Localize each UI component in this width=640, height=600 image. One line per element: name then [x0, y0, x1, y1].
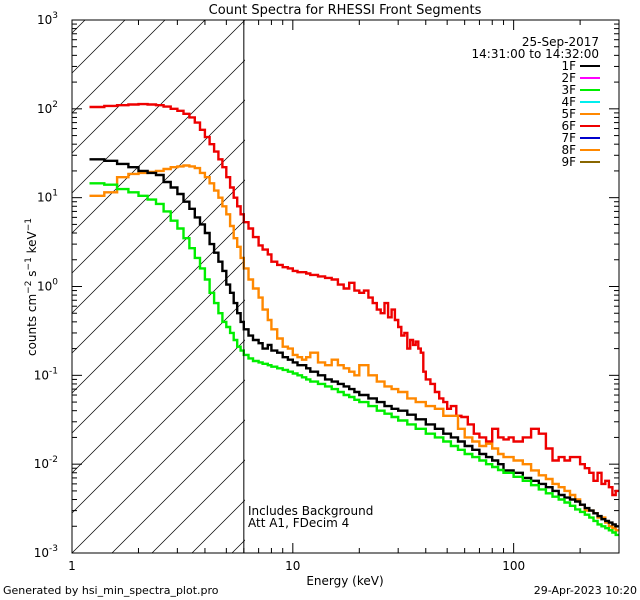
- hatch-line: [72, 259, 245, 434]
- series-layer: [89, 102, 619, 537]
- series-8F: [89, 164, 619, 532]
- hatch-line: [231, 539, 245, 553]
- hatch-line: [72, 379, 245, 553]
- series-6F: [89, 102, 619, 497]
- y-axis-label: counts cm−2 s−1 keV−1: [24, 218, 39, 356]
- y-tick-label: 100: [37, 278, 58, 294]
- hatch-line: [72, 99, 245, 274]
- legend-label: 6F: [561, 119, 576, 133]
- plot-frame: [71, 19, 620, 554]
- y-tick-label: 10-1: [34, 366, 58, 382]
- y-tick-label: 10-2: [34, 455, 58, 471]
- hatch-line: [72, 339, 245, 514]
- y-tick-label: 103: [37, 11, 58, 27]
- hatch-line: [151, 459, 245, 553]
- date-label: 25-Sep-2017: [522, 35, 599, 49]
- legend-label: 9F: [561, 155, 576, 169]
- axis-ticks: [71, 20, 620, 554]
- y-axis-label-exp1: −2: [24, 281, 34, 294]
- y-axis-label-exp3: −1: [24, 218, 34, 231]
- generated-by-label: Generated by hsi_min_spectra_plot.pro: [3, 584, 219, 597]
- annotation-attenuator: Att A1, FDecim 4: [248, 516, 349, 530]
- legend-label: 7F: [561, 131, 576, 145]
- y-axis-label-mid1: s: [25, 270, 39, 280]
- hatch-line: [72, 20, 126, 74]
- hatch-line: [72, 59, 245, 234]
- y-tick-label: 101: [37, 189, 58, 205]
- series-1F: [89, 158, 619, 528]
- legend-label: 8F: [561, 143, 576, 157]
- hatch-line: [72, 139, 245, 314]
- series-3F: [89, 182, 619, 537]
- y-axis-label-base: counts cm: [25, 294, 39, 356]
- y-tick-label: 10-3: [34, 544, 58, 560]
- legend-label: 1F: [561, 59, 576, 73]
- x-tick-labels: 1 10 100: [68, 559, 525, 573]
- hatch-line: [72, 20, 206, 154]
- legend-label: 3F: [561, 83, 576, 97]
- hatch-line: [72, 179, 245, 354]
- legend-label: 2F: [561, 71, 576, 85]
- hatch-line: [111, 419, 245, 553]
- timestamp-label: 29-Apr-2023 10:20: [534, 584, 637, 597]
- hatch-line: [272, 20, 640, 553]
- hatched-region: [0, 20, 640, 553]
- x-tick-label: 100: [502, 559, 525, 573]
- x-tick-label: 1: [68, 559, 76, 573]
- annotation-background: Includes Background: [248, 504, 373, 518]
- y-tick-label: 102: [37, 100, 58, 116]
- hatch-line: [72, 219, 245, 394]
- x-axis-label: Energy (keV): [306, 574, 383, 588]
- y-axis-label-exp2: −1: [24, 257, 34, 270]
- y-tick-labels: 10-3 10-2 10-1 100 101 102 103: [34, 11, 59, 560]
- legend-label: 5F: [561, 107, 576, 121]
- legend-label: 4F: [561, 95, 576, 109]
- hatch-line: [72, 20, 245, 194]
- time-range-label: 14:31:00 to 14:32:00: [472, 47, 599, 61]
- x-tick-label: 10: [285, 559, 300, 573]
- y-axis-label-mid2: keV: [25, 230, 39, 257]
- hatch-line: [0, 20, 5, 553]
- chart-title: Count Spectra for RHESSI Front Segments: [209, 3, 482, 18]
